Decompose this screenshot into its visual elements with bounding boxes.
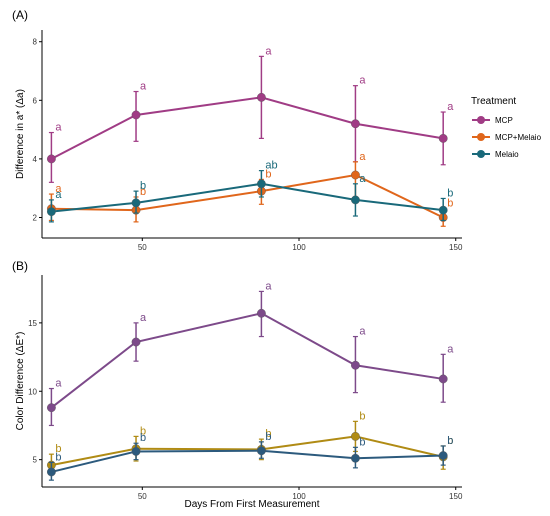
data-point [351,170,360,180]
significance-letter: ab [265,160,277,172]
significance-letter: b [265,168,271,180]
panel-b-series-2: bb bbb [47,410,453,476]
data-point [438,133,448,143]
significance-letter: b [55,451,61,463]
legend-key-point [477,150,485,158]
significance-letter: a [447,343,454,355]
significance-letter: b [265,428,271,440]
panel-b-y-tick-label: 5 [33,456,38,465]
significance-letter: b [447,435,453,447]
panel-b-y-axis-title: Color Difference (ΔE*) [15,332,26,431]
panel-b-x-axis-title: Days From First Measurement [184,499,319,510]
legend-item: Melaio [472,150,519,159]
significance-letter: a [359,151,366,163]
data-point [351,195,360,205]
significance-letter: a [55,378,62,390]
significance-letter: b [140,180,146,192]
series-line [50,312,444,409]
data-point [438,374,448,384]
panel-a-y-axis-title: Difference in a* (Δa) [15,89,26,179]
data-point [257,308,266,318]
legend-item-label: MCP+Melaio [495,133,542,142]
significance-letter: a [55,189,62,201]
significance-letter: a [265,280,272,292]
legend-item-label: MCP [495,116,513,125]
data-point [131,110,141,120]
significance-letter: a [55,122,62,134]
significance-letter: b [265,431,271,443]
data-point [438,451,448,460]
data-point [47,154,56,164]
data-point [47,207,56,217]
panel-b-series-1: a a a a a [47,280,454,427]
data-point [131,337,141,347]
panel-a-x-tick-label: 100 [292,243,306,252]
data-point [351,431,360,441]
significance-letter: b [447,187,453,199]
significance-letter: a [447,101,454,113]
data-point [257,446,266,456]
panel-b-label: (B) [12,259,28,273]
series-line [50,96,444,160]
panel-a-label: (A) [12,8,28,22]
legend-items: MCP MCP+Melaio Melaio [472,116,542,159]
series-line [51,173,444,219]
panel-a-x-tick-label: 150 [449,243,463,252]
data-point [438,205,448,215]
data-point [47,467,56,477]
significance-letter: b [447,435,453,447]
significance-letter: a [55,183,62,195]
legend: Treatment MCP MCP+Melaio Melaio [471,96,542,159]
significance-letter: a [265,45,272,57]
data-point [131,198,141,208]
panel-a-x-tick-label: 50 [138,243,147,252]
data-point [257,92,266,102]
legend-item: MCP [472,116,513,125]
significance-letter: a [140,81,147,93]
panel-a-y-tick-label: 6 [33,96,38,105]
significance-letter: b [55,443,61,455]
panel-a-y-tick-label: 2 [33,213,38,222]
legend-item: MCP+Melaio [472,133,542,142]
panel-b-x-tick-label: 150 [449,492,463,501]
data-point [351,119,360,129]
significance-letter: a [140,312,147,324]
panel-b-x-tick-label: 100 [292,492,306,501]
legend-title: Treatment [471,96,516,107]
significance-letter: b [359,410,365,422]
data-point [257,179,266,189]
data-point [131,447,141,456]
data-point [351,360,360,370]
significance-letter: a [359,326,366,338]
significance-letter: b [359,436,365,448]
significance-letter: b [140,186,146,198]
significance-letter: b [447,198,453,210]
panel-a-y-tick-label: 8 [33,38,38,47]
panel-b-y-tick-label: 15 [28,319,37,328]
panel-a-y-tick-label: 4 [33,155,38,164]
panel-b-x-tick-label: 50 [138,492,147,501]
significance-letter: a [359,75,366,87]
data-point [351,453,360,463]
data-point [47,403,56,413]
panel-b-chart: (B) 5 10 15 50 100 150 Color Difference (ΔE*) Da… [12,259,463,510]
panel-b-y-tick-label: 10 [28,387,37,396]
legend-key-point [477,116,485,124]
panel-b-series-3: bb b b b [47,431,453,481]
legend-key-point [477,133,485,141]
legend-item-label: Melaio [495,150,519,159]
significance-letter: b [140,425,146,437]
significance-letter: b [140,432,146,444]
significance-letter: a [359,173,366,185]
